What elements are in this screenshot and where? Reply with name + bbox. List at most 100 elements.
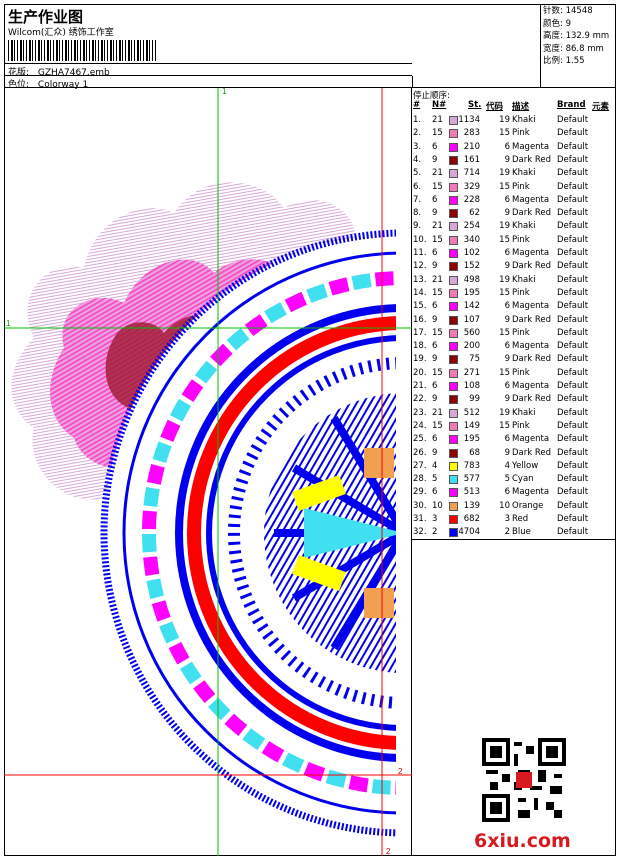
stitch-count: 512 [463, 407, 480, 418]
color-description: Dark Red [512, 154, 552, 165]
color-code: 15 [499, 420, 510, 431]
thread-brand: Default [557, 354, 589, 365]
column-header: Brand [557, 100, 586, 110]
fan-orange-patch [364, 448, 394, 478]
color-code: 19 [499, 221, 510, 232]
table-row: 1. 21 1134 19 Khaki Default [412, 114, 616, 127]
color-swatch [449, 328, 458, 338]
needle-number: 9 [432, 154, 438, 165]
table-row: 13. 21 498 19 Khaki Default [412, 274, 616, 287]
stitch-count: 62 [469, 208, 480, 219]
stitch-count: 254 [463, 221, 480, 232]
color-code: 6 [504, 487, 510, 498]
color-description: Magenta [512, 248, 550, 258]
thread-brand: Default [557, 341, 589, 352]
color-swatch [449, 235, 458, 245]
table-row: 24. 15 149 15 Pink Default [412, 420, 616, 433]
color-description: Yellow [512, 460, 539, 471]
table-row: 8. 9 62 9 Dark Red Default [412, 207, 616, 220]
color-swatch [449, 528, 458, 538]
color-code: 6 [504, 341, 510, 352]
colorway-row: 色位: Colorway 1 [8, 77, 88, 90]
color-description: Khaki [512, 221, 536, 232]
color-code: 6 [504, 248, 510, 258]
color-swatch [449, 155, 458, 165]
color-code: 15 [499, 367, 510, 378]
color-swatch [449, 368, 458, 378]
color-description: Dark Red [512, 394, 552, 405]
thread-brand: Default [557, 527, 589, 538]
needle-number: 21 [432, 407, 443, 418]
fan-yellow-patch [292, 475, 346, 511]
color-description: Magenta [512, 434, 550, 445]
color-code: 19 [499, 115, 510, 125]
color-code: 9 [504, 208, 510, 219]
color-description: Dark Red [512, 354, 552, 365]
stitch-count: 102 [463, 248, 480, 258]
needle-number: 15 [432, 367, 443, 378]
page-frame [4, 4, 616, 856]
thread-brand: Default [557, 487, 589, 498]
row-index: 25. [413, 434, 427, 445]
row-index: 30. [413, 500, 427, 511]
stitch-count: 228 [463, 194, 480, 205]
table-row: 5. 21 714 19 Khaki Default [412, 167, 616, 180]
color-swatch [449, 182, 458, 192]
fan-blue-band [175, 304, 396, 762]
color-description: Magenta [512, 341, 550, 352]
thread-brand: Default [557, 261, 589, 272]
needle-number: 9 [432, 447, 438, 458]
colorway-label: 色位: [8, 80, 30, 90]
needle-number: 9 [432, 394, 438, 405]
color-code: 6 [504, 301, 510, 312]
color-description: Dark Red [512, 208, 552, 219]
fan-stitch-ring [228, 357, 396, 709]
color-description: Pink [512, 367, 530, 378]
color-code: 9 [504, 394, 510, 405]
needle-number: 21 [432, 274, 443, 285]
color-description: Red [512, 514, 529, 524]
qr-code [482, 738, 566, 822]
stitch-count: 142 [463, 301, 480, 312]
needle-number: 15 [432, 234, 443, 245]
needle-number: 10 [432, 500, 443, 511]
thread-brand: Default [557, 460, 589, 471]
stitch-count: 152 [463, 261, 480, 272]
needle-number: 6 [432, 381, 438, 391]
thread-brand: Default [557, 407, 589, 418]
table-row: 20. 15 271 15 Pink Default [412, 367, 616, 380]
stitch-count: 139 [463, 500, 480, 511]
color-swatch [449, 222, 458, 232]
color-swatch [449, 142, 458, 152]
header-divider [4, 75, 412, 76]
row-index: 10. [413, 234, 427, 245]
fan-red-band [187, 316, 396, 750]
guide-marker: 2 [386, 847, 391, 856]
header-panel: 生产作业图 Wilcom(汇众) 绣饰工作室 花版: GZHA7467.emb … [4, 4, 540, 90]
fan-yellow-patch [292, 555, 346, 591]
needle-number: 15 [432, 128, 443, 139]
site-logo[interactable]: 6xiu.com [474, 830, 571, 852]
stitch-count: 195 [463, 287, 480, 298]
row-index: 20. [413, 367, 427, 378]
needle-number: 9 [432, 208, 438, 219]
thread-brand: Default [557, 314, 589, 325]
row-index: 6. [413, 181, 422, 192]
thread-brand: Default [557, 274, 589, 285]
needle-number: 15 [432, 327, 443, 338]
table-row: 17. 15 560 15 Pink Default [412, 327, 616, 340]
row-index: 26. [413, 447, 427, 458]
thread-brand: Default [557, 500, 589, 511]
stitch-count: 149 [463, 420, 480, 431]
row-index: 23. [413, 407, 427, 418]
color-swatch [449, 249, 458, 258]
color-code: 9 [504, 447, 510, 458]
qr-code-image [482, 738, 566, 822]
design-file-row: 花版: GZHA7467.emb [8, 65, 110, 78]
height-stat: 高度: 132.9 mm [543, 31, 610, 41]
needle-number: 4 [432, 460, 438, 471]
table-row: 18. 6 200 6 Magenta Default [412, 340, 616, 353]
thread-brand: Default [557, 301, 589, 312]
needle-number: 21 [432, 221, 443, 232]
row-index: 29. [413, 487, 427, 498]
